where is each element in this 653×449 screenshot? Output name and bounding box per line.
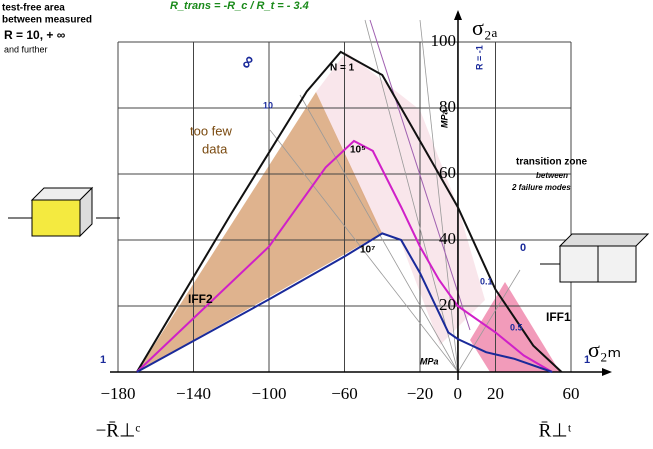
annotation: too few bbox=[190, 123, 233, 138]
annotation: between measured bbox=[2, 15, 92, 26]
trans-line bbox=[369, 19, 471, 331]
y-tick-label: 40 bbox=[439, 229, 456, 248]
chart-title: R_trans = -R_c / R_t = - 3.4 bbox=[170, 0, 309, 12]
annotation: 1 bbox=[100, 354, 106, 366]
annotation: and further bbox=[4, 44, 48, 54]
x-tick-label: 0 bbox=[454, 384, 463, 403]
annotation: 0.5 bbox=[510, 322, 523, 332]
x-tick-label: −100 bbox=[251, 384, 286, 403]
y-tick-label: 60 bbox=[439, 163, 456, 182]
x-tick-label: −180 bbox=[100, 384, 135, 403]
y-tick-label: 80 bbox=[439, 97, 456, 116]
series-label: N = 1 bbox=[330, 63, 355, 74]
x-tick-label: −20 bbox=[407, 384, 434, 403]
y-label: σ₂ₐ bbox=[472, 15, 498, 40]
y-tick-label: 100 bbox=[431, 31, 457, 50]
annotation: data bbox=[202, 141, 228, 156]
x-right-label: R̄⊥ᵗ bbox=[539, 420, 572, 441]
r-lines bbox=[269, 19, 521, 373]
annotation: 0.1 bbox=[480, 276, 493, 286]
y-unit: MPa bbox=[439, 109, 449, 128]
specimen-left bbox=[8, 186, 120, 238]
transition-zone bbox=[316, 52, 485, 345]
annotation: IFF2 bbox=[188, 292, 213, 306]
annotation: 10 bbox=[263, 100, 273, 110]
annotation: between bbox=[536, 171, 568, 180]
x-unit: MPa bbox=[420, 356, 439, 366]
r-label: R = -1 bbox=[474, 45, 484, 70]
annotation: 2 failure modes bbox=[511, 183, 571, 192]
annotation: transition zone bbox=[516, 157, 588, 168]
annotation: test-free area bbox=[2, 3, 65, 14]
x-label: σ₂ₘ bbox=[588, 337, 621, 362]
series-line bbox=[136, 139, 553, 373]
y-arrow bbox=[454, 10, 462, 20]
series-label: 10⁵ bbox=[350, 145, 366, 156]
annotation: ∞ bbox=[235, 51, 259, 72]
y-tick-label: 20 bbox=[439, 295, 456, 314]
annotation: 0 bbox=[520, 242, 526, 254]
specimen-right bbox=[540, 233, 650, 283]
x-tick-label: 20 bbox=[487, 384, 504, 403]
series-line bbox=[136, 232, 553, 373]
x-tick-label: 60 bbox=[563, 384, 580, 403]
x-tick-label: −140 bbox=[176, 384, 211, 403]
x-left-label: −R̄⊥ᶜ bbox=[96, 420, 141, 441]
annotation: R = 10, + ∞ bbox=[4, 28, 65, 42]
annotation: IFF1 bbox=[546, 310, 571, 324]
few-data-zone bbox=[137, 92, 382, 372]
x-tick-label: −60 bbox=[331, 384, 358, 403]
series-line bbox=[136, 50, 563, 373]
annotation: 1 bbox=[584, 354, 590, 366]
x-arrow bbox=[602, 368, 612, 376]
series-label: 10⁷ bbox=[360, 245, 375, 256]
